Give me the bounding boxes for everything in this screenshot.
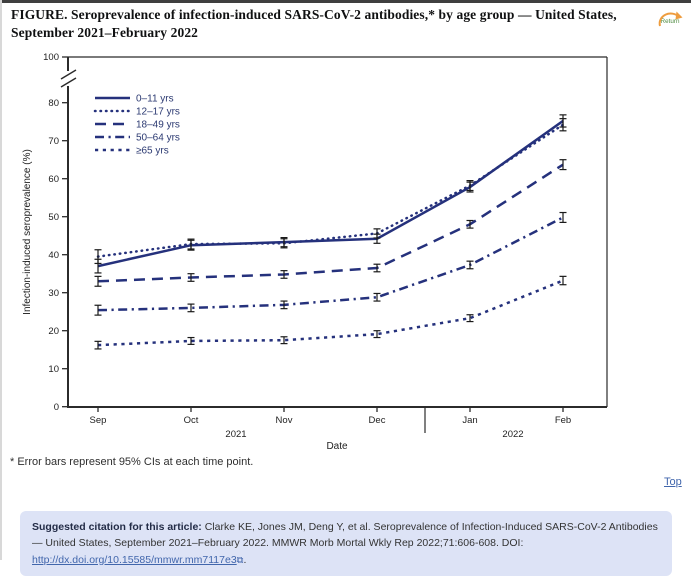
series-line <box>97 279 564 347</box>
legend-label: 12–17 yrs <box>136 107 180 118</box>
window-top-border <box>0 0 691 3</box>
y-tick-label: 30 <box>48 288 59 299</box>
y-tick-label: 100 <box>43 52 59 63</box>
return-button-label: Return <box>661 18 680 25</box>
legend-label: 50–64 yrs <box>136 133 180 144</box>
y-tick-label: 40 <box>48 250 59 261</box>
y-tick-label: 20 <box>48 326 59 337</box>
x-tick-label: Oct <box>184 415 199 426</box>
axis-break-mark <box>60 77 77 88</box>
citation-body: Clarke KE, Jones JM, Deng Y, et al. Sero… <box>32 521 658 550</box>
series-line <box>96 123 565 258</box>
series-line <box>97 119 564 268</box>
seroprevalence-line-chart: 0 10 20 30 40 50 60 70 80 100 Sep Oct Nov Dec Jan Feb 20… <box>22 52 608 452</box>
page-left-border <box>0 0 2 560</box>
x-tick-label: Nov <box>276 415 293 426</box>
x-tick-label: Sep <box>90 415 107 426</box>
top-link[interactable]: Top <box>664 476 682 488</box>
legend-label: 18–49 yrs <box>136 120 180 131</box>
y-tick-label: 50 <box>48 212 59 223</box>
y-tick-label: 70 <box>48 136 59 147</box>
x-axis-title: Date <box>326 441 348 452</box>
x-tick-label: Dec <box>369 415 386 426</box>
y-tick-label: 80 <box>48 98 59 109</box>
y-tick-label: 10 <box>48 364 59 375</box>
return-button[interactable]: Return <box>654 5 688 35</box>
series-line <box>97 163 564 283</box>
citation-label: Suggested citation for this article: <box>32 521 202 533</box>
x-tick-label: Jan <box>462 415 477 426</box>
figure-footnote: * Error bars represent 95% CIs at each t… <box>10 456 254 468</box>
y-axis-title: Infection-induced seroprevalence (%) <box>22 149 33 315</box>
series-line <box>97 216 564 312</box>
return-arrow-head-icon <box>675 11 683 20</box>
x-tick-label: Feb <box>555 415 571 426</box>
year-label-2021: 2021 <box>225 429 246 440</box>
legend-label: 0–11 yrs <box>136 94 174 105</box>
suggested-citation-box: Suggested citation for this article: Cla… <box>20 511 672 576</box>
year-label-2022: 2022 <box>502 429 523 440</box>
y-tick-label: 0 <box>54 402 59 413</box>
axis-break-mark <box>60 69 77 80</box>
figure-title: FIGURE. Seroprevalence of infection-indu… <box>11 7 617 41</box>
y-tick-label: 60 <box>48 174 59 185</box>
axis-break-gap <box>62 71 74 86</box>
legend-label: ≥65 yrs <box>136 146 169 157</box>
